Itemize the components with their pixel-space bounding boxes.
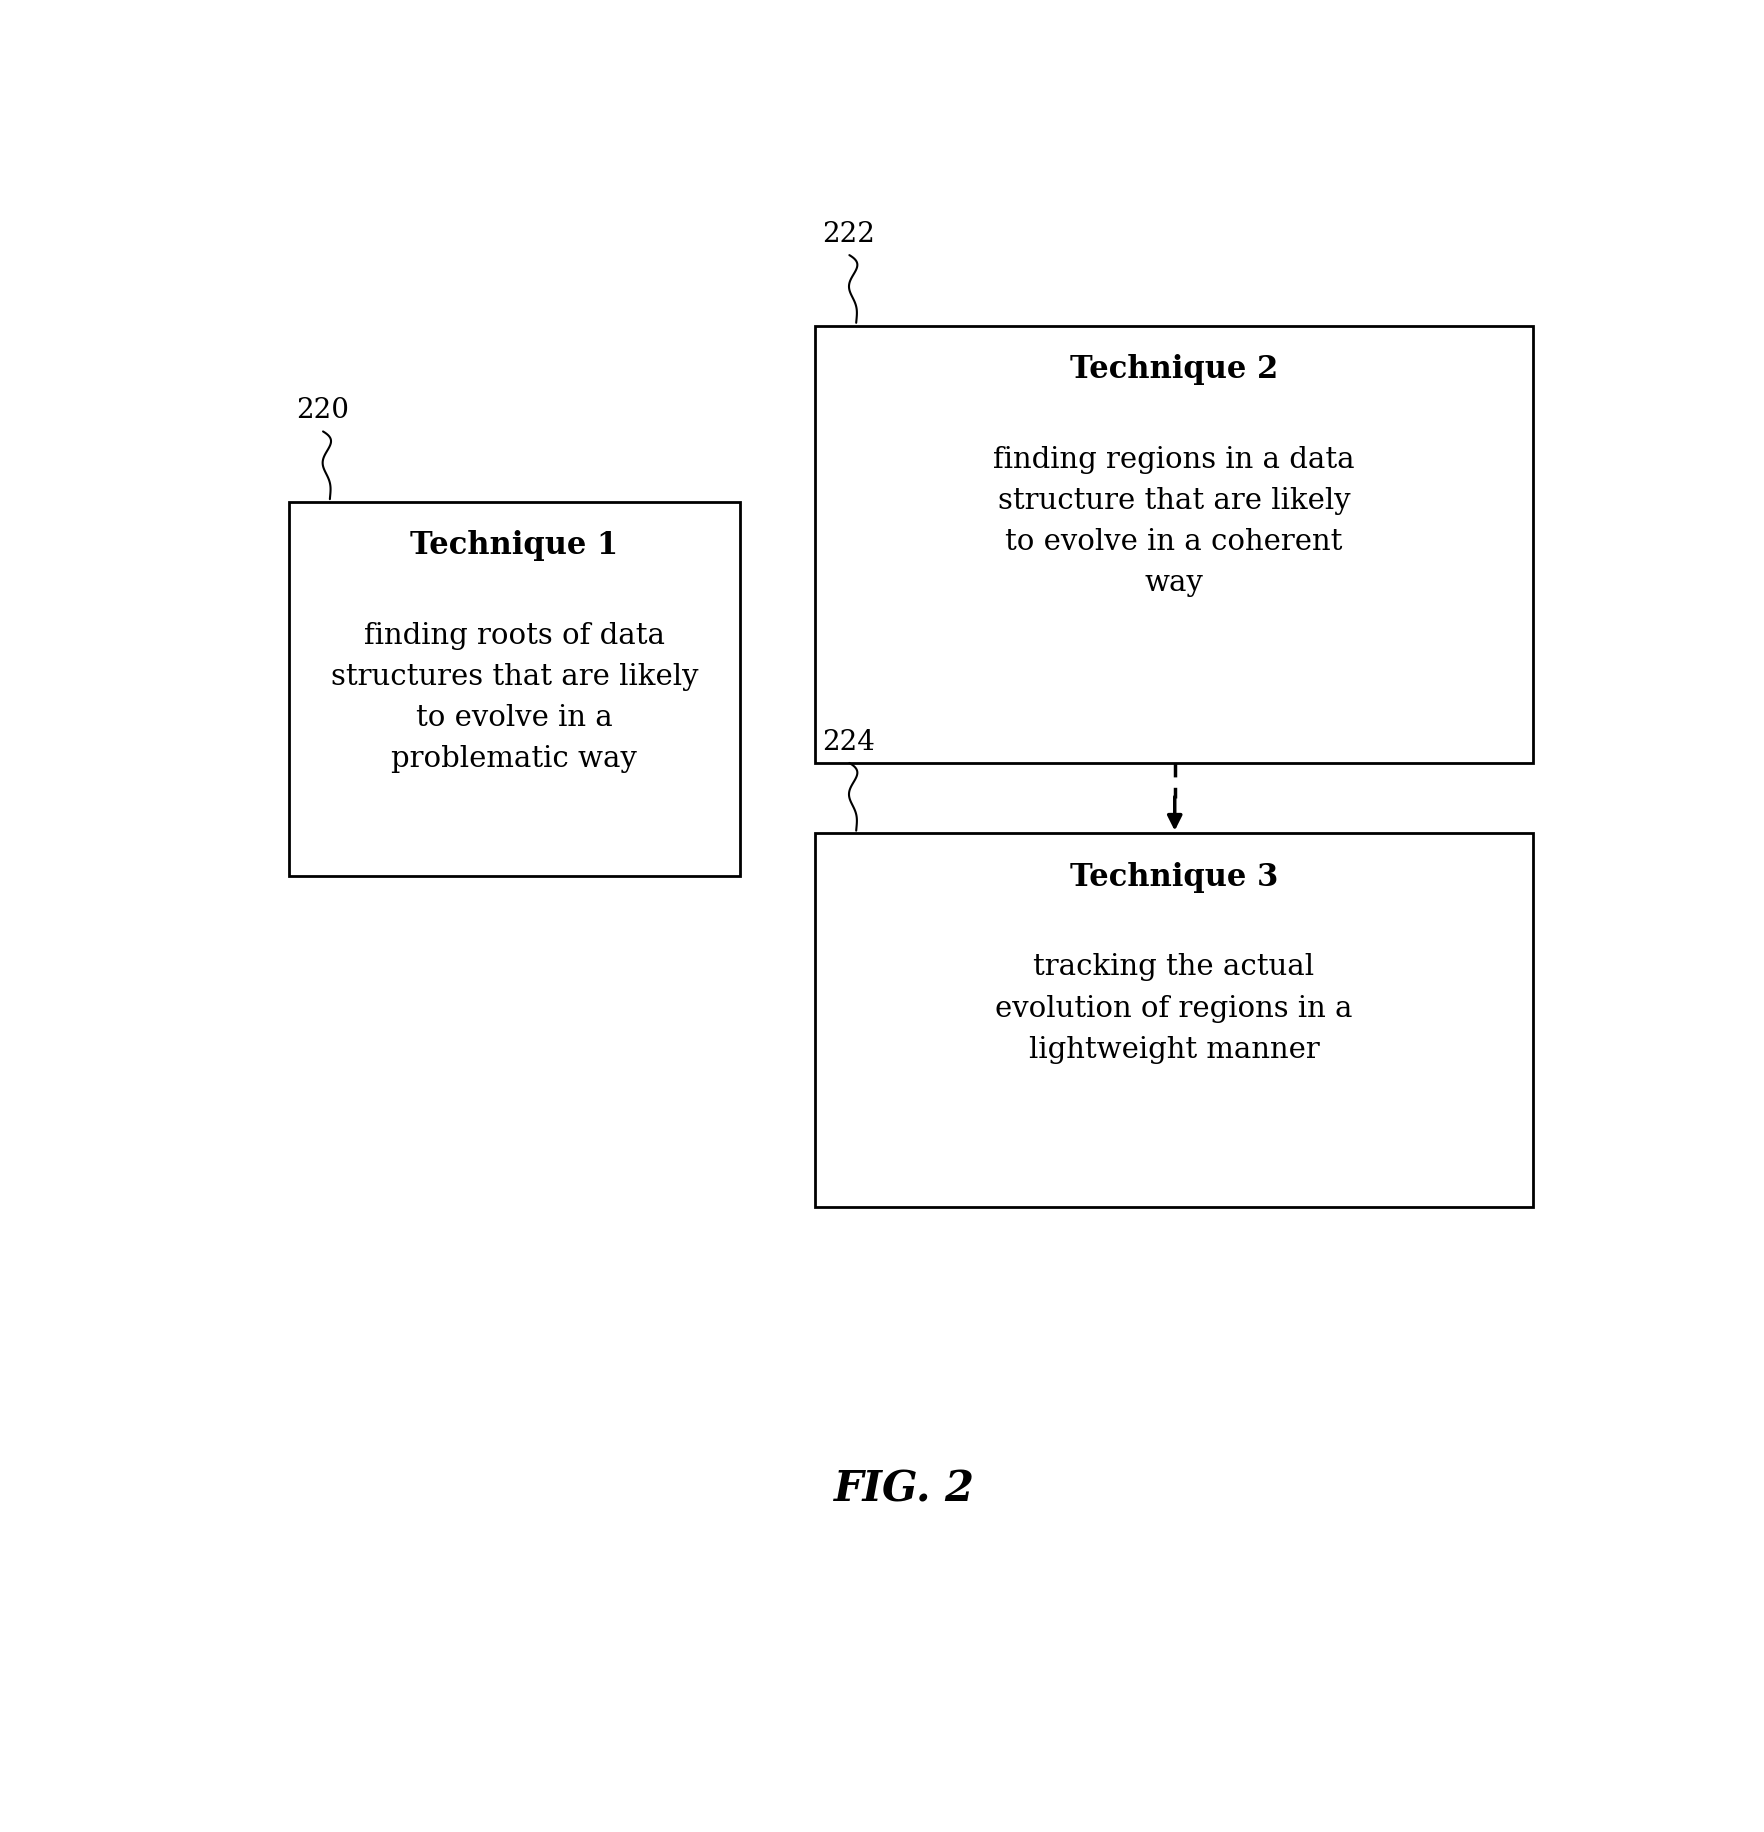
Text: Technique 2: Technique 2 [1071,354,1279,385]
Text: Technique 3: Technique 3 [1069,861,1279,892]
Text: 222: 222 [822,222,875,247]
FancyBboxPatch shape [815,834,1533,1207]
Text: 220: 220 [296,398,349,425]
Text: Technique 1: Technique 1 [411,529,619,561]
Text: tracking the actual
evolution of regions in a
lightweight manner: tracking the actual evolution of regions… [995,953,1353,1064]
Text: finding roots of data
structures that are likely
to evolve in a
problematic way: finding roots of data structures that ar… [330,621,699,773]
Text: 224: 224 [822,729,875,757]
FancyBboxPatch shape [289,502,741,876]
FancyBboxPatch shape [815,326,1533,762]
Text: FIG. 2: FIG. 2 [834,1469,974,1510]
Text: finding regions in a data
structure that are likely
to evolve in a coherent
way: finding regions in a data structure that… [993,445,1355,597]
